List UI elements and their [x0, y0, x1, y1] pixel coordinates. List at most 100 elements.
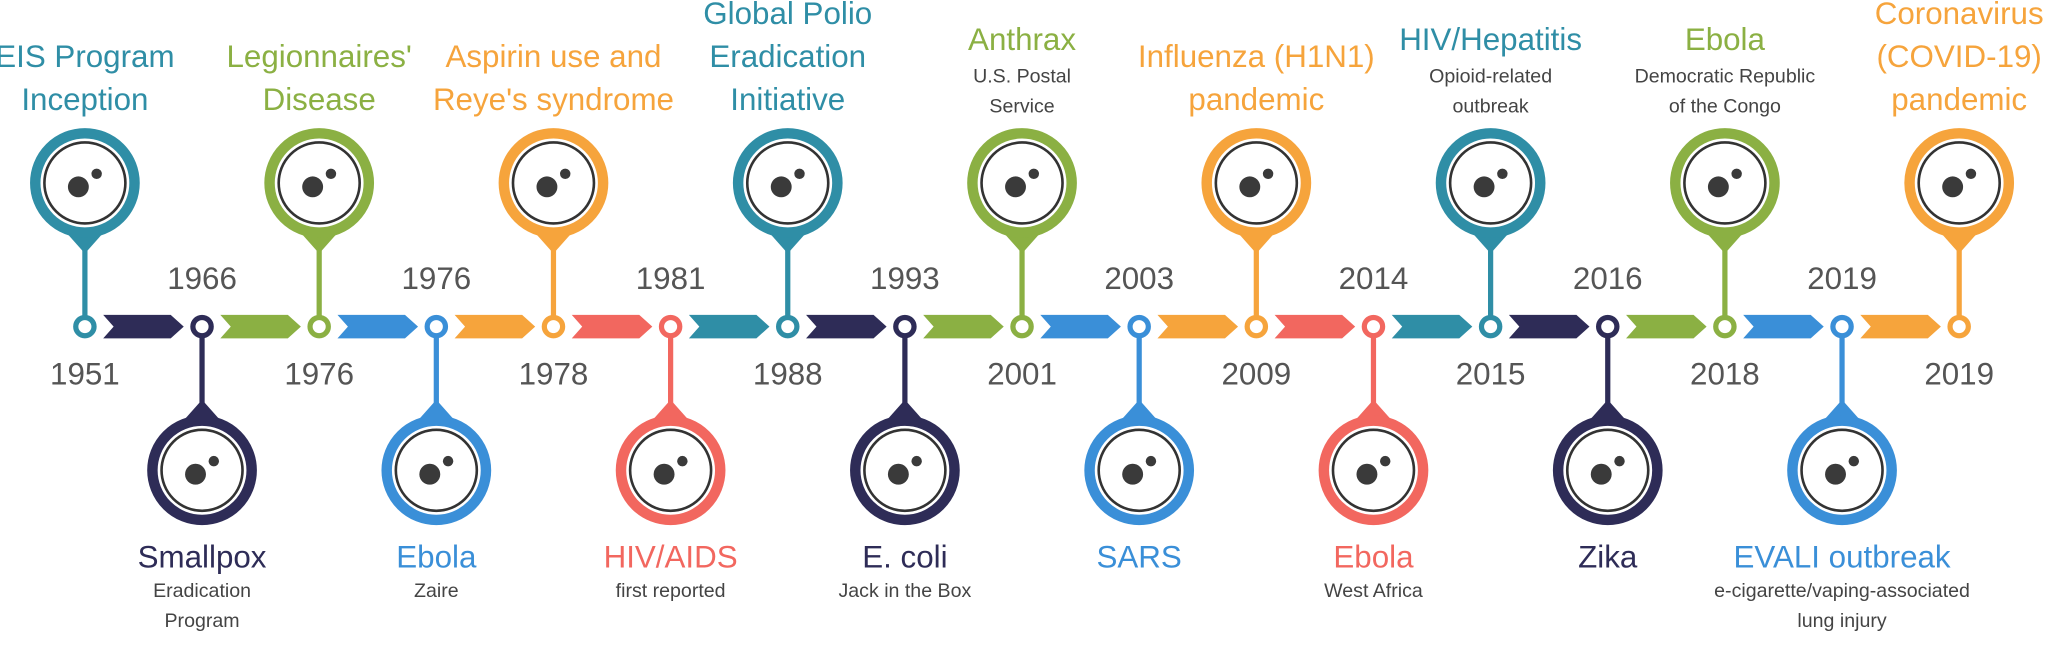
node — [1713, 314, 1737, 339]
event-title: EIS Program — [0, 39, 175, 74]
event-title: Ebola — [396, 539, 477, 574]
arrow — [103, 314, 184, 339]
icon — [91, 168, 102, 180]
icon — [653, 463, 675, 485]
year: 2019 — [1807, 261, 1877, 296]
icon — [302, 176, 324, 198]
node — [776, 314, 800, 339]
icon — [1497, 168, 1508, 180]
event-title: Coronavirus — [1875, 0, 2044, 31]
arrow — [1626, 314, 1707, 339]
event-title: Initiative — [730, 82, 845, 117]
arrow — [1040, 314, 1121, 339]
event-title: Ebola — [1333, 539, 1414, 574]
event-title: Smallpox — [138, 539, 267, 574]
icon — [1005, 176, 1026, 198]
event-title: (COVID-19) — [1876, 39, 2041, 74]
event-title: Zika — [1578, 539, 1638, 574]
event-title: Eradication — [709, 39, 866, 74]
icon — [1707, 176, 1729, 198]
event-subtitle: Democratic Republic — [1635, 65, 1816, 87]
icon — [560, 168, 571, 180]
event-subtitle: U.S. Postal — [973, 65, 1071, 87]
node — [1478, 314, 1503, 339]
icon — [1145, 455, 1157, 467]
node — [190, 314, 214, 339]
event-title: Aspirin use and — [445, 39, 661, 74]
year: 2001 — [987, 357, 1057, 392]
icon — [1825, 463, 1846, 485]
event-subtitle: West Africa — [1324, 580, 1423, 602]
icon — [442, 455, 454, 467]
year: 1993 — [870, 261, 940, 296]
year: 2014 — [1339, 261, 1409, 296]
icon — [1028, 168, 1040, 180]
event-subtitle: e-cigarette/vaping-associated — [1714, 580, 1970, 602]
event-title: Influenza (H1N1) — [1138, 39, 1375, 74]
icon — [1262, 168, 1274, 180]
event-subtitle: first reported — [616, 580, 726, 602]
event-subtitle: Eradication — [153, 580, 251, 602]
arrow — [923, 314, 1004, 339]
event-title: Inception — [21, 82, 148, 117]
node — [541, 314, 566, 339]
year: 1951 — [50, 357, 120, 392]
event-subtitle: Opioid-related — [1429, 65, 1552, 87]
node — [1010, 314, 1034, 339]
year: 1976 — [401, 261, 471, 296]
event-title: Reye's syndrome — [433, 82, 674, 117]
node — [893, 314, 917, 339]
node — [424, 314, 449, 339]
icon — [1614, 455, 1625, 467]
icon — [1239, 176, 1261, 198]
event-title: Anthrax — [968, 22, 1076, 57]
event-title: Ebola — [1685, 22, 1766, 57]
year: 1981 — [636, 261, 706, 296]
event-title: SARS — [1097, 539, 1182, 574]
event-title: EVALI outbreak — [1733, 539, 1950, 574]
event-title: pandemic — [1891, 82, 2027, 117]
event-subtitle: of the Congo — [1669, 95, 1781, 117]
node — [1830, 314, 1854, 339]
event-title: Disease — [263, 82, 376, 117]
arrow — [220, 314, 301, 339]
year: 1966 — [167, 261, 237, 296]
year: 2015 — [1456, 357, 1526, 392]
arrow — [571, 314, 653, 339]
arrow — [1157, 314, 1239, 339]
arrow — [1274, 314, 1356, 339]
icon — [419, 463, 441, 485]
event-title: Global Polio — [703, 0, 872, 31]
year: 2019 — [1924, 357, 1994, 392]
node — [658, 314, 683, 339]
year: 1978 — [519, 357, 589, 392]
icon — [1380, 455, 1391, 467]
node — [1947, 314, 1971, 339]
node — [1244, 314, 1269, 339]
icon — [794, 168, 805, 180]
node — [1127, 314, 1151, 339]
arrow — [337, 314, 419, 339]
event-subtitle: Program — [165, 610, 240, 632]
icon — [325, 168, 337, 180]
icon — [911, 455, 922, 467]
year: 2003 — [1104, 261, 1174, 296]
icon — [887, 463, 909, 485]
arrow — [1391, 314, 1473, 339]
year: 1976 — [284, 357, 354, 392]
arrow — [1508, 314, 1590, 339]
icon — [67, 176, 89, 198]
node — [1595, 314, 1620, 339]
year: 2009 — [1221, 357, 1291, 392]
icon — [1942, 176, 1964, 198]
icon — [208, 455, 220, 467]
arrow — [1743, 314, 1824, 339]
year: 2016 — [1573, 261, 1643, 296]
event-title: pandemic — [1188, 82, 1324, 117]
event-subtitle: Service — [989, 95, 1054, 117]
arrow — [1860, 314, 1941, 339]
icon — [1122, 463, 1144, 485]
icon — [1356, 463, 1378, 485]
icon — [770, 176, 792, 198]
